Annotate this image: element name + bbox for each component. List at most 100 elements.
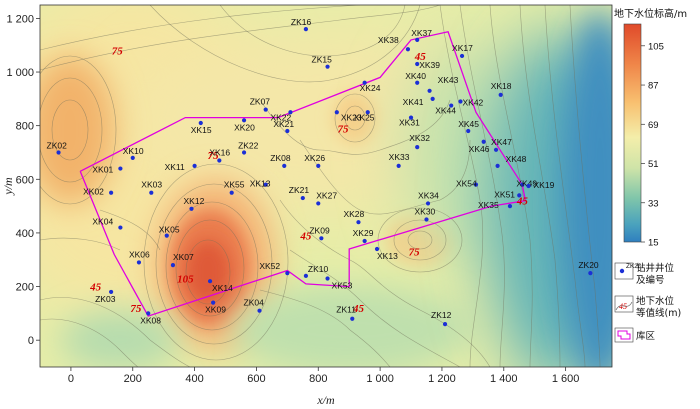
contour-label: 45 bbox=[516, 196, 529, 208]
well-marker bbox=[263, 182, 268, 187]
well-label: XK06 bbox=[129, 249, 150, 259]
x-tick-label: 800 bbox=[309, 373, 327, 385]
well-label: XK02 bbox=[83, 187, 104, 197]
well-label: XK32 bbox=[409, 133, 430, 143]
well-label: XK08 bbox=[140, 315, 161, 325]
legend-reservoir-symbol bbox=[617, 330, 631, 340]
well-label: XK24 bbox=[360, 83, 381, 93]
well-marker bbox=[303, 273, 309, 278]
legend-contour-text-2: 等值线(m) bbox=[636, 307, 681, 319]
well-label: XK33 bbox=[389, 152, 410, 162]
well-marker bbox=[356, 220, 361, 225]
well-label: XK11 bbox=[165, 162, 185, 172]
legend-well-text-2: 及编号 bbox=[636, 274, 665, 286]
well-marker bbox=[300, 195, 305, 201]
well-marker bbox=[189, 206, 194, 211]
well-marker bbox=[263, 107, 268, 112]
well-marker bbox=[415, 145, 420, 150]
well-label: XK04 bbox=[92, 217, 113, 227]
well-marker bbox=[229, 190, 234, 195]
well-label: XK19 bbox=[534, 180, 555, 190]
well-label: XK53 bbox=[332, 281, 353, 291]
well-label: XK42 bbox=[462, 98, 483, 108]
well-label: XK41 bbox=[403, 97, 424, 107]
well-label: XK49 bbox=[516, 179, 537, 189]
well-marker bbox=[408, 115, 414, 120]
well-label: XK37 bbox=[411, 28, 432, 38]
well-marker bbox=[520, 182, 525, 187]
legend: ZK20 钻井井位 及编号 45 地下水位 等值线(m) 库区 bbox=[614, 262, 681, 343]
well-marker bbox=[285, 128, 290, 134]
well-marker bbox=[495, 163, 500, 168]
well-marker bbox=[303, 27, 309, 32]
well-label: ZK04 bbox=[244, 298, 265, 308]
well-marker bbox=[325, 64, 330, 69]
well-marker bbox=[430, 96, 435, 101]
well-label: XK45 bbox=[458, 119, 479, 129]
well-label: XK23 bbox=[341, 112, 362, 122]
x-tick-label: 1 000 bbox=[366, 373, 394, 385]
x-tick-label: 200 bbox=[124, 373, 142, 385]
y-tick-label: 200 bbox=[16, 282, 34, 294]
contour-label: 45 bbox=[352, 303, 365, 315]
well-marker bbox=[170, 263, 176, 268]
well-marker bbox=[118, 225, 123, 230]
well-marker bbox=[319, 236, 324, 241]
well-marker bbox=[316, 201, 321, 206]
legend-reservoir-text: 库区 bbox=[636, 330, 656, 342]
well-label: XK44 bbox=[435, 106, 456, 116]
colorbar-tick-label: 15 bbox=[648, 238, 659, 249]
contour-labels: 75 75 75 45 45 75 45 105 45 75 45 bbox=[89, 46, 528, 315]
contour-label: 75 bbox=[130, 303, 142, 315]
well-marker bbox=[449, 103, 454, 108]
well-label: XK26 bbox=[304, 153, 325, 163]
well-label: XK21 bbox=[273, 119, 294, 129]
well-label: ZK20 bbox=[578, 260, 599, 270]
well-marker bbox=[56, 150, 61, 155]
water-level-surface bbox=[40, 5, 612, 367]
well-marker bbox=[374, 246, 380, 252]
contour-label: 75 bbox=[409, 247, 421, 259]
well-label: XK10 bbox=[123, 146, 144, 156]
colorbar-tick-label: 87 bbox=[648, 81, 659, 92]
x-tick-label: 0 bbox=[68, 373, 74, 385]
well-marker bbox=[498, 92, 503, 97]
well-marker bbox=[257, 308, 262, 313]
well-marker bbox=[192, 163, 197, 168]
contour-label: 105 bbox=[177, 274, 194, 286]
well-marker bbox=[473, 182, 479, 187]
well-marker bbox=[130, 155, 135, 160]
well-marker bbox=[241, 150, 247, 155]
well-marker bbox=[493, 147, 499, 152]
well-label: ZK02 bbox=[47, 140, 68, 150]
legend-well-dot bbox=[619, 268, 625, 274]
legend-well-text-1: 钻井井位 bbox=[636, 262, 675, 274]
y-tick-label: 600 bbox=[16, 174, 34, 186]
well-marker bbox=[217, 158, 222, 163]
well-marker bbox=[425, 201, 431, 206]
well-marker bbox=[207, 279, 213, 284]
well-label: XK07 bbox=[173, 252, 194, 262]
well-marker bbox=[325, 276, 330, 281]
colorbar-tick-label: 105 bbox=[648, 41, 664, 52]
well-label: ZK15 bbox=[312, 55, 333, 65]
well-label: XK05 bbox=[159, 225, 180, 235]
well-marker bbox=[517, 193, 522, 198]
well-marker bbox=[350, 316, 355, 321]
well-marker bbox=[588, 271, 593, 276]
well-label: XK03 bbox=[141, 180, 162, 190]
well-label: XK13 bbox=[250, 179, 271, 189]
well-marker bbox=[458, 99, 463, 104]
well-marker bbox=[466, 128, 471, 134]
legend-contour-line bbox=[615, 301, 633, 311]
well-label: ZK21 bbox=[289, 185, 310, 195]
x-axis-title: x/m bbox=[316, 393, 335, 407]
well-label: ZK12 bbox=[431, 310, 452, 320]
well-marker bbox=[481, 139, 486, 144]
well-marker bbox=[405, 47, 411, 52]
well-marker bbox=[362, 80, 367, 85]
well-marker bbox=[459, 53, 465, 59]
well-marker bbox=[334, 110, 339, 115]
well-marker bbox=[365, 110, 370, 115]
